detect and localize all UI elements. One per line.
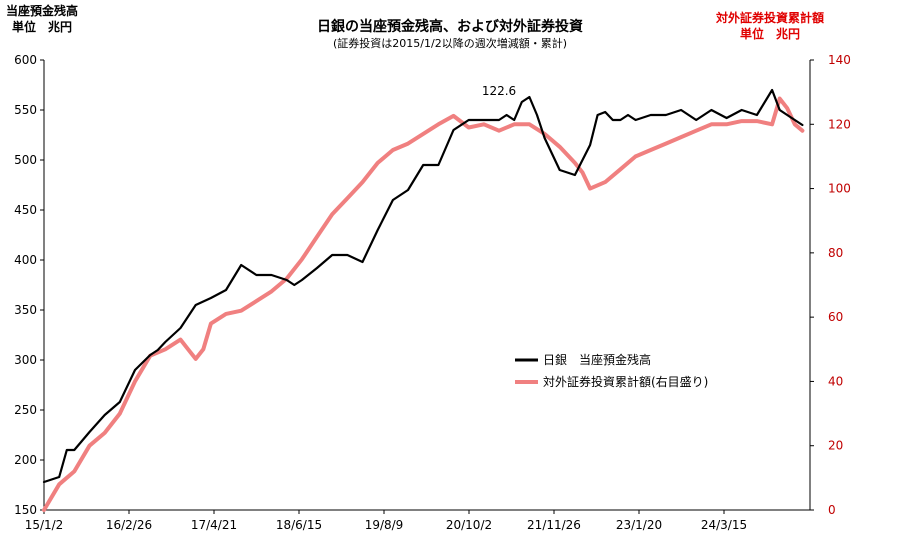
left-tick-label: 250 [14, 403, 37, 417]
left-tick-label: 450 [14, 203, 37, 217]
left-axis-label-line1: 当座預金残高 [6, 3, 78, 18]
left-tick-label: 150 [14, 503, 37, 517]
x-tick-label: 23/1/20 [616, 518, 662, 532]
x-tick-label: 18/6/15 [276, 518, 322, 532]
left-tick-label: 300 [14, 353, 37, 367]
x-tick-label: 17/4/21 [191, 518, 237, 532]
legend-label-portfolio: 対外証券投資累計額(右目盛り) [543, 374, 708, 389]
right-tick-label: 20 [828, 439, 843, 453]
peak-annotation: 122.6 [482, 84, 516, 98]
right-tick-label: 140 [828, 53, 851, 67]
x-tick-label: 15/1/2 [25, 518, 64, 532]
right-tick-label: 0 [828, 503, 836, 517]
left-tick-label: 400 [14, 253, 37, 267]
chart-subtitle: (証券投資は2015/1/2以降の週次増減額・累計) [333, 36, 567, 50]
legend: 日銀 当座預金残高 対外証券投資累計額(右目盛り) [515, 352, 708, 389]
left-axis-label-line2: 単位 兆円 [12, 19, 72, 34]
left-tick-label: 200 [14, 453, 37, 467]
series-line-foreign-securities [42, 96, 805, 512]
series-layer [42, 88, 805, 512]
x-tick-label: 19/8/9 [365, 518, 404, 532]
x-tick-label: 20/10/2 [446, 518, 492, 532]
legend-label-boj: 日銀 当座預金残高 [543, 352, 651, 367]
right-tick-label: 120 [828, 117, 851, 131]
right-tick-label: 60 [828, 310, 843, 324]
right-axis-label-line1: 対外証券投資累計額 [715, 10, 824, 25]
left-tick-label: 550 [14, 103, 37, 117]
right-ticks: 0 20 40 60 80 100 120 140 [810, 53, 851, 517]
right-tick-label: 40 [828, 374, 843, 388]
left-tick-label: 350 [14, 303, 37, 317]
x-tick-label: 16/2/26 [106, 518, 152, 532]
series-line-boj-current-account [42, 88, 804, 484]
left-tick-label: 600 [14, 53, 37, 67]
right-axis-label-line2: 単位 兆円 [740, 26, 800, 41]
x-ticks: 15/1/2 16/2/26 17/4/21 18/6/15 19/8/9 20/10/2… [25, 510, 747, 532]
left-tick-label: 500 [14, 153, 37, 167]
x-tick-label: 24/3/15 [701, 518, 747, 532]
x-tick-label: 21/11/26 [527, 518, 581, 532]
left-ticks: 150 200 250 300 350 400 450 500 550 600 [14, 53, 44, 517]
right-tick-label: 80 [828, 246, 843, 260]
chart-title: 日銀の当座預金残高、および対外証券投資 [317, 18, 583, 35]
right-tick-label: 100 [828, 182, 851, 196]
